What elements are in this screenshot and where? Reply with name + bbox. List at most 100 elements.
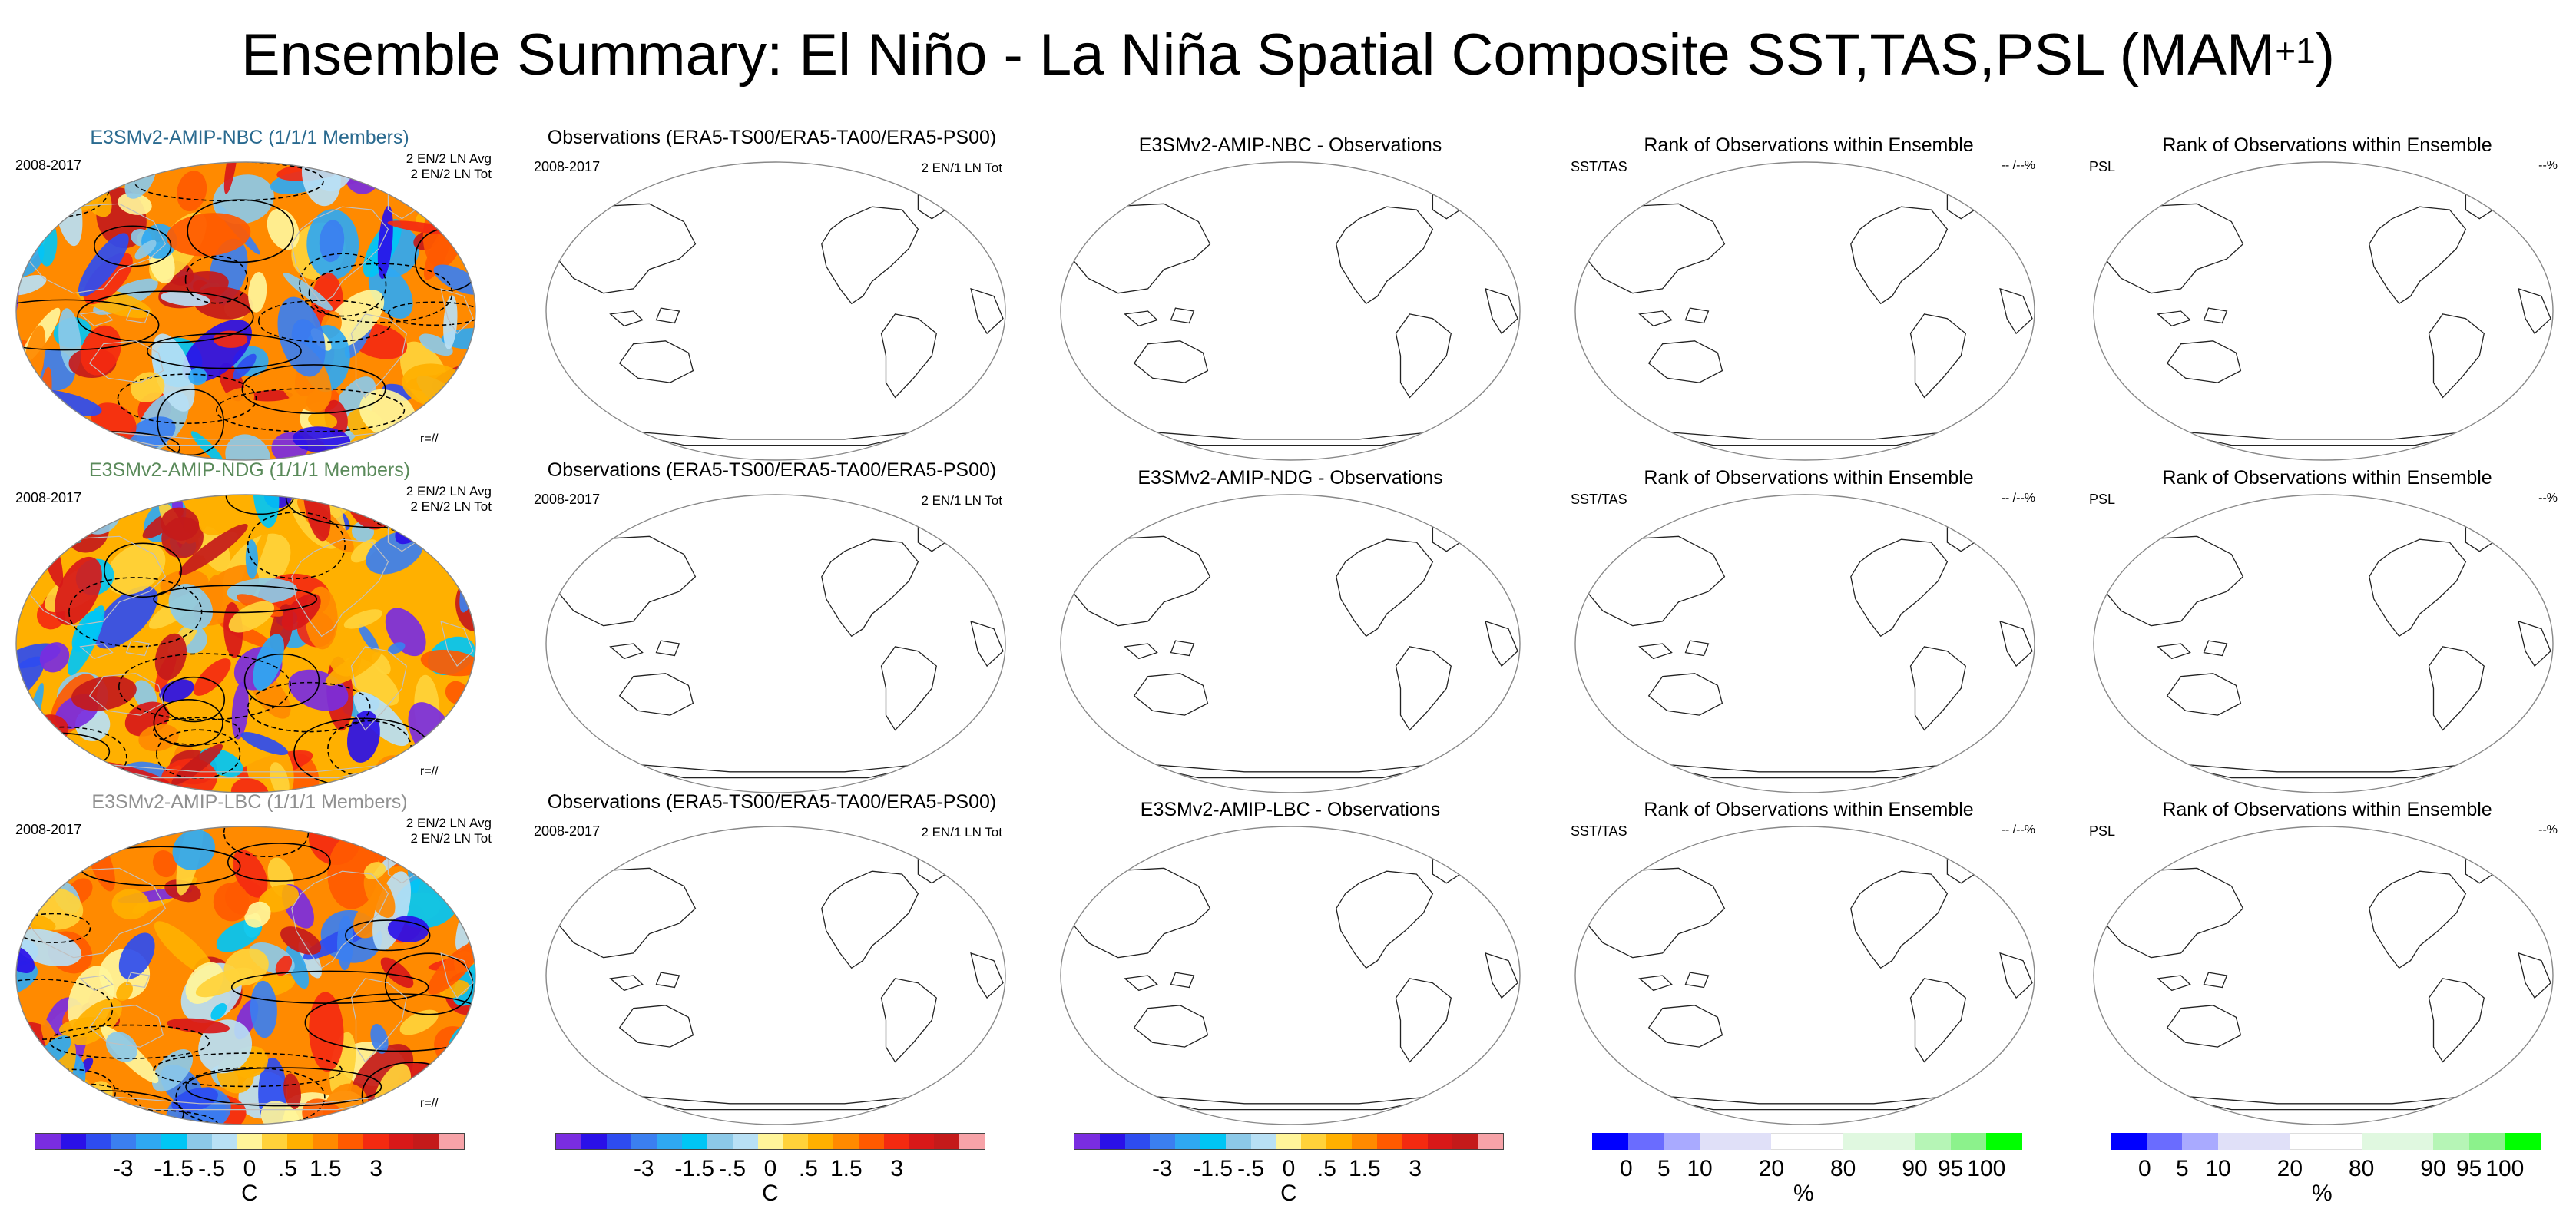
colorbar-swatch [388,1134,414,1149]
coastline [1129,762,1452,779]
coastline [1644,429,1966,446]
map-border [545,826,1006,1125]
colorbar-tick-label: 3 [369,1156,383,1181]
psl-contour [153,585,317,614]
anomaly-patch [116,982,133,1002]
anomaly-patch [16,944,35,973]
anomaly-patch [168,584,214,630]
coastline [2166,1005,2242,1048]
anomaly-patch [420,649,475,677]
coastline [440,288,474,335]
rank-variable-label: PSL [2089,492,2116,507]
anomaly-patch [419,333,453,356]
coastline [2518,620,2551,667]
pattern-corr-label: r=// [420,1097,439,1110]
coastline [1170,640,1195,657]
rank-variable-label: SST/TAS [1571,492,1627,507]
coastline [970,620,1004,667]
coastline [2157,310,2191,327]
coastline [1485,952,1518,999]
psl-contour [185,1067,382,1107]
anomaly-patch [16,166,35,189]
colorbar-tick-label: 90 [1902,1156,1928,1181]
anomaly-patch [380,957,414,989]
coastline [1133,340,1209,383]
anomaly-patch [456,739,475,786]
colorbar-swatch [1915,1133,1951,1150]
psl-contour [285,495,475,528]
map-field-layer [550,521,1004,779]
anomaly-patch [16,508,33,553]
colorbar-swatch [2111,1133,2147,1150]
colorbar-swatch [556,1134,581,1149]
coastline [1909,313,1967,399]
colorbar-swatch [959,1134,985,1149]
map-field-layer [2098,853,2551,1111]
anomaly-patch [172,829,216,870]
colorbar-tick-label: 5 [1657,1156,1670,1181]
anomaly-patch [16,874,40,906]
anomaly-patch [441,327,475,351]
anomaly-patch [213,883,250,922]
colorbar-tick-label: -1.5 [154,1156,194,1181]
colorbar-swatch [1250,1134,1276,1149]
colorbar-swatch [363,1134,389,1149]
colorbar-tick-label: 80 [2348,1156,2375,1181]
colorbar-swatch [1301,1134,1327,1149]
psl-contour [414,227,475,292]
psl-contour [175,1067,326,1125]
coastline [1638,310,1673,327]
anomaly-patch [171,1087,218,1113]
colorbar-swatch [211,1134,237,1149]
anomaly-patch [151,1049,194,1092]
coastline [2428,978,2485,1063]
coastline [1647,1005,1723,1048]
anomaly-patch [161,291,210,306]
rank-variable-label: PSL [2089,159,2116,174]
blank-world-map [545,826,1006,1125]
anomaly-patch [441,504,467,522]
colorbar-swatch [1099,1134,1125,1149]
coastline [1579,203,1726,294]
colorbar-swatch [2433,1133,2469,1150]
anomaly-patch [439,394,462,416]
colorbar-tick-label: 0 [1282,1156,1296,1181]
coastline [79,975,114,992]
map-border [15,826,476,1125]
psl-contour [241,364,386,414]
coastline [1395,978,1452,1063]
psl-contour [243,653,320,707]
psl-contour [304,993,475,1052]
coastline [1579,867,1726,959]
psl-contour [227,843,331,882]
colorbar-swatch [707,1134,733,1149]
map-field-layer [1065,188,1518,446]
coastline [618,340,694,383]
psl-contour [157,389,224,456]
anomaly-patch [418,826,443,874]
rank-percent-label: -- /--% [2001,492,2035,505]
rank-panel-title-psl: Rank of Observations within Ensemble [2162,799,2492,820]
colorbar-swatch [111,1134,137,1149]
map-border [1060,161,1521,461]
anomaly-patch [395,495,448,545]
blank-world-map [2093,826,2554,1125]
anomaly-patch [106,542,166,595]
stat-line: 2 EN/2 LN Avg [406,484,492,499]
colorbar-unit-label: % [1793,1181,1814,1206]
anomaly-patch [105,1032,138,1062]
blank-world-map [1574,161,2035,461]
diff-panel-title: E3SMv2-AMIP-LBC - Observations [1140,799,1441,820]
psl-contour [247,512,346,579]
map-border [2093,826,2554,1125]
map-field-layer [1065,521,1518,779]
coastline [2162,762,2485,779]
colorbar-tick-label: -.5 [719,1156,747,1181]
colorbar-swatch [934,1134,960,1149]
anomaly-patch [277,296,326,377]
obs-panel-title: Observations (ERA5-TS00/ERA5-TA00/ERA5-P… [547,459,997,481]
coastline [2203,640,2228,657]
rank-variable-label: SST/TAS [1571,823,1627,839]
coastline [1644,762,1966,779]
psl-contour [118,653,292,720]
